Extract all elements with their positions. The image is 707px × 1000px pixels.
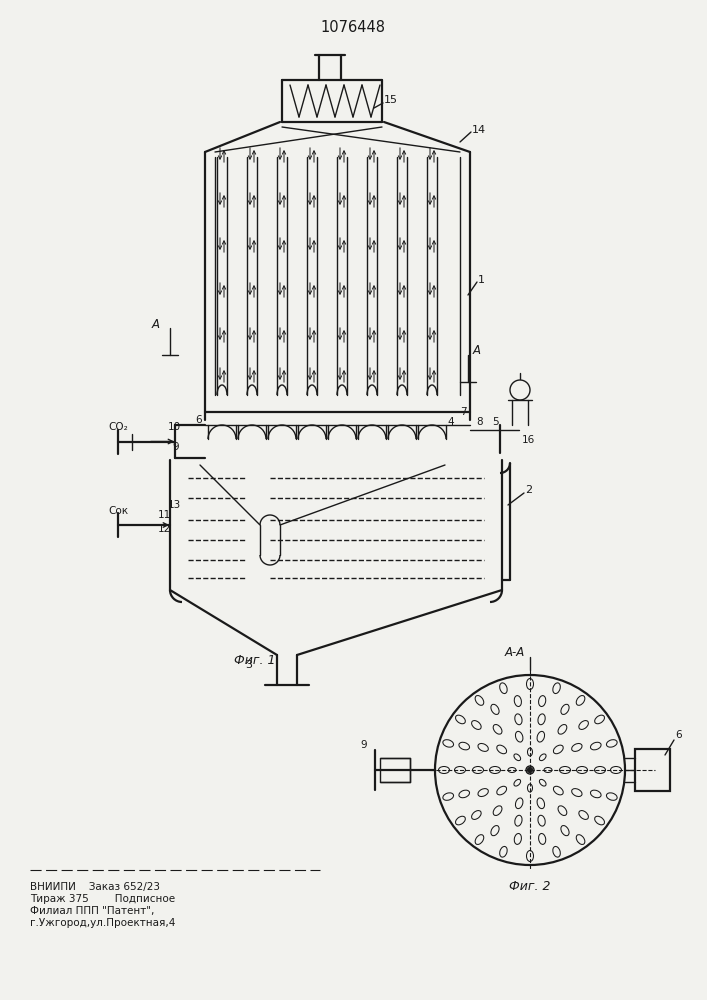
Text: 11: 11 (158, 510, 171, 520)
Text: Фиг. 1: Фиг. 1 (234, 654, 276, 666)
Bar (380, 758, 410, 782)
Text: СО₂: СО₂ (108, 422, 128, 432)
Text: 12: 12 (158, 524, 171, 534)
Circle shape (527, 768, 532, 772)
Text: 16: 16 (522, 435, 535, 445)
Text: 3: 3 (245, 660, 252, 670)
Text: 7: 7 (460, 407, 467, 417)
Text: 1076448: 1076448 (320, 20, 385, 35)
Text: 13: 13 (168, 500, 181, 510)
Text: 14: 14 (472, 125, 486, 135)
Text: 1: 1 (478, 275, 485, 285)
Text: А-А: А-А (505, 647, 525, 660)
Text: 4: 4 (447, 417, 454, 427)
Text: Сок: Сок (108, 506, 128, 516)
Text: 5: 5 (492, 417, 498, 427)
Text: 9: 9 (360, 740, 367, 750)
Text: Фиг. 2: Фиг. 2 (509, 880, 551, 894)
Text: 8: 8 (476, 417, 483, 427)
Text: Тираж 375        Подписное: Тираж 375 Подписное (30, 894, 175, 904)
Text: А: А (473, 344, 481, 357)
Bar (635, 749, 670, 791)
Text: 2: 2 (525, 485, 532, 495)
Text: 15: 15 (384, 95, 398, 105)
Text: 6: 6 (675, 730, 682, 740)
Text: 9: 9 (172, 442, 179, 452)
Text: Филиал ППП "Патент",: Филиал ППП "Патент", (30, 906, 154, 916)
Text: А: А (152, 318, 160, 330)
Text: ВНИИПИ    Заказ 652/23: ВНИИПИ Заказ 652/23 (30, 882, 160, 892)
Text: 6: 6 (195, 415, 201, 425)
Text: 10: 10 (168, 422, 181, 432)
Text: г.Ужгород,ул.Проектная,4: г.Ужгород,ул.Проектная,4 (30, 918, 175, 928)
